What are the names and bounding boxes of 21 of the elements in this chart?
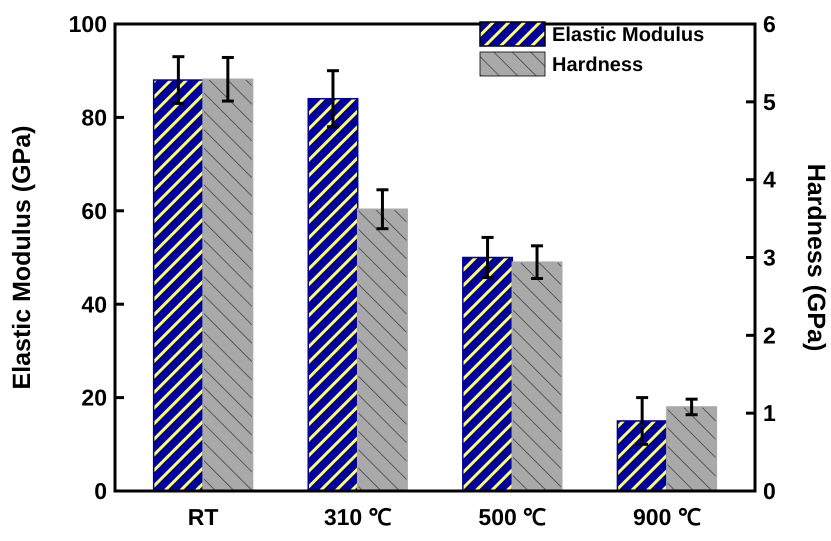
y-tick-label: 100 xyxy=(68,11,107,38)
y2-tick-label: 1 xyxy=(763,400,776,426)
y2-tick-label: 2 xyxy=(763,322,776,348)
y2-tick-label: 5 xyxy=(763,88,776,115)
legend-label: Elastic Modulus xyxy=(552,24,704,46)
legend-label: Hardness xyxy=(552,54,644,76)
y2-axis-title: Hardness (GPa) xyxy=(802,164,830,352)
x-tick-label: 500 ℃ xyxy=(478,504,546,530)
x-tick-label: RT xyxy=(188,504,218,530)
y2-tick-label: 3 xyxy=(763,244,776,271)
y-tick-label: 0 xyxy=(94,478,107,504)
y-tick-label: 80 xyxy=(81,104,107,130)
y-tick-label: 60 xyxy=(81,198,107,224)
y2-tick-label: 4 xyxy=(763,166,776,193)
y-tick-label: 40 xyxy=(81,291,107,318)
y2-tick-label: 6 xyxy=(763,11,776,38)
x-tick-label: 310 ℃ xyxy=(324,504,392,530)
y2-tick-label: 0 xyxy=(763,478,776,504)
y-axis-title: Elastic Modulus (GPa) xyxy=(8,126,36,390)
y-tick-label: 20 xyxy=(81,384,107,411)
x-tick-label: 900 ℃ xyxy=(633,504,701,530)
